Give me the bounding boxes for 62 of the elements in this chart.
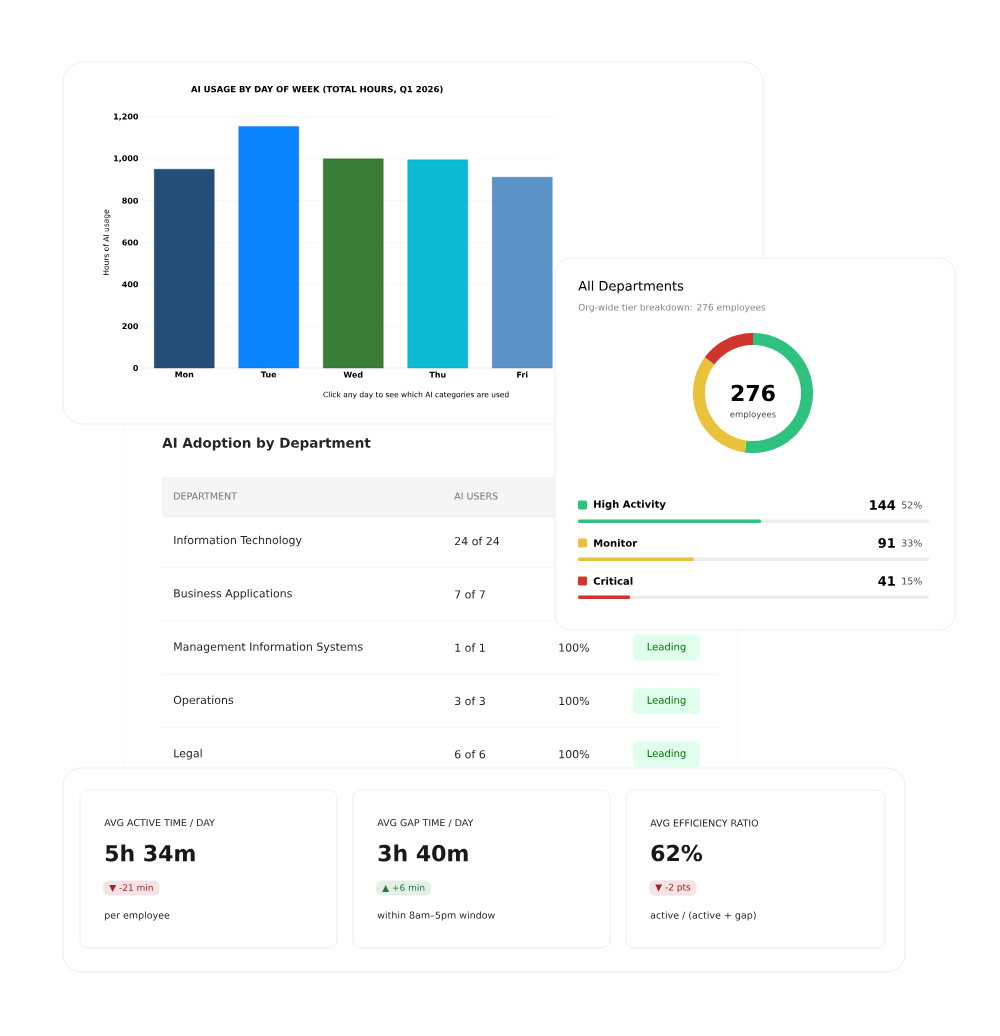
text: 100%: [559, 750, 590, 759]
category-label: Business Applications: [174, 588, 292, 600]
category-label: Information Technology: [174, 535, 302, 547]
text: 276: [731, 384, 775, 402]
y-tick-label: 1,000: [114, 155, 139, 163]
chart-subtitle: Org-wide tier breakdown: 276 employees: [578, 303, 766, 313]
legend-label: Monitor: [594, 539, 638, 547]
text: 100%: [559, 643, 590, 652]
text: 3 of 3: [455, 696, 485, 706]
data-label: 91: [878, 538, 895, 548]
y-tick-label: 1,200: [114, 113, 139, 121]
text: 52%: [901, 501, 922, 509]
y-tick-label: 0: [133, 364, 139, 372]
text: DEPARTMENT: [174, 492, 237, 500]
text: ▼ -21 min: [109, 884, 153, 892]
text: 1 of 1: [455, 643, 485, 652]
text: 5h 34m: [105, 844, 195, 862]
text: Leading: [647, 749, 686, 760]
legend-label: High Activity: [594, 500, 666, 510]
legend-label: Critical: [593, 577, 633, 585]
text: within 8am–5pm window: [377, 911, 495, 921]
text: AI USERS: [454, 492, 498, 500]
text: AVG GAP TIME / DAY: [377, 819, 474, 827]
text: 3h 40m: [378, 844, 468, 862]
bar: [492, 177, 553, 369]
data-label: 41: [878, 576, 895, 586]
text: 7 of 7: [455, 590, 485, 599]
text: Leading: [647, 696, 686, 706]
x-tick-label: Mon: [175, 371, 194, 378]
text: ▼ -2 pts: [655, 883, 691, 893]
data-label: 144: [870, 500, 896, 510]
x-tick-label: Wed: [343, 371, 363, 378]
text: ▲ +6 min: [382, 884, 425, 892]
text: per employee: [105, 911, 170, 921]
bar: [238, 126, 299, 369]
category-label: Management Information Systems: [174, 642, 363, 653]
text: employees: [730, 410, 776, 420]
x-tick-label: Fri: [517, 371, 528, 378]
text: 100%: [559, 696, 590, 706]
text: 6 of 6: [454, 749, 486, 759]
text: AVG ACTIVE TIME / DAY: [104, 819, 215, 827]
y-tick-label: 400: [122, 281, 139, 288]
category-label: Operations: [173, 695, 234, 707]
text: AI Adoption by Department: [162, 437, 371, 451]
text: Leading: [647, 642, 686, 653]
bar: [407, 159, 468, 369]
chart-title: All Departments: [578, 280, 684, 294]
x-tick-label: Thu: [429, 371, 446, 378]
chart-title: AI USAGE BY DAY OF WEEK (TOTAL HOURS, Q1 2026): [191, 85, 443, 94]
bar: [154, 169, 215, 369]
text: 15%: [902, 577, 922, 585]
bar: [323, 158, 384, 369]
y-tick-label: 800: [122, 197, 139, 204]
y-tick-label: 200: [122, 323, 139, 330]
text: AVG EFFICIENCY RATIO: [650, 819, 759, 827]
text: 33%: [901, 539, 922, 547]
text: 62%: [651, 844, 703, 862]
text: active / (active + gap): [650, 911, 756, 921]
y-tick-label: 600: [122, 239, 139, 246]
category-label: Legal: [174, 748, 202, 760]
text: 24 of 24: [455, 536, 500, 546]
x-tick-label: Tue: [260, 371, 277, 378]
